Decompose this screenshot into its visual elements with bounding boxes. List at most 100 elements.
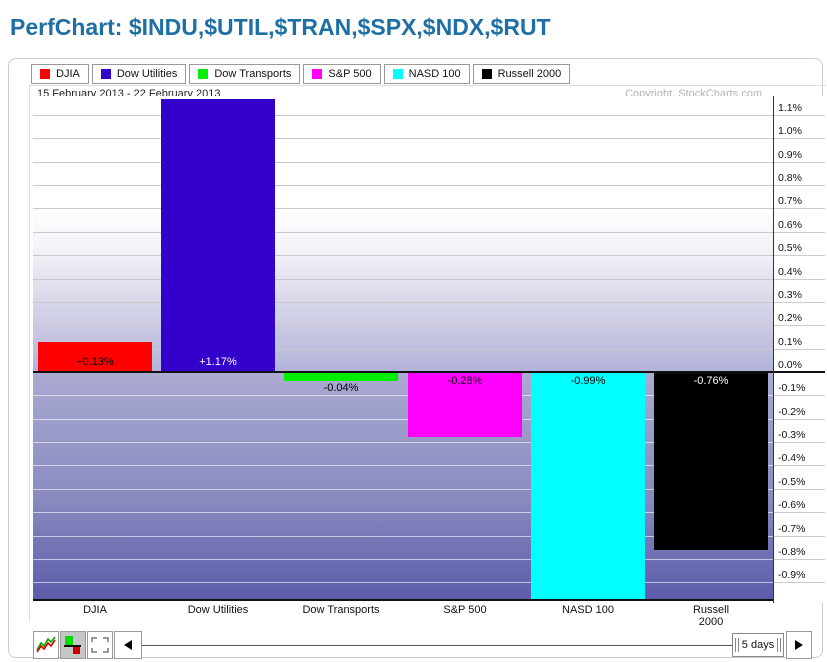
value-label-djia: +0.13%: [76, 356, 114, 368]
legend-label: S&P 500: [328, 68, 372, 80]
y-tick-label: -0.5%: [778, 476, 806, 488]
y-tick-line: [774, 255, 825, 256]
y-tick-line: [774, 232, 825, 233]
gridline: [33, 302, 773, 303]
gridline: [33, 512, 773, 513]
y-tick-label: -0.7%: [778, 523, 806, 535]
x-tick-label-djia: DJIA: [83, 604, 107, 616]
x-tick-label-s-p-500: S&P 500: [443, 604, 487, 616]
value-label-dow-utilities: +1.17%: [199, 356, 237, 368]
y-tick-line: [774, 138, 825, 139]
grip-icon: [776, 638, 781, 652]
legend-swatch: [392, 69, 403, 79]
gridline: [33, 208, 773, 209]
legend-swatch: [312, 69, 323, 79]
y-tick-label: 0.1%: [778, 336, 802, 348]
x-axis: DJIA Dow Utilities Dow Transports S&P 500 NA…: [33, 604, 773, 628]
bottom-toolbar: 5 days: [33, 631, 812, 659]
positive-region-background: [33, 96, 773, 372]
gridline: [33, 162, 773, 163]
gridline: [33, 138, 773, 139]
line-chart-icon: [36, 634, 56, 657]
legend-item-dow-transports[interactable]: Dow Transports: [189, 64, 301, 84]
y-tick-line: [774, 115, 825, 116]
gridline: [33, 419, 773, 420]
bar-dow-utilities: [161, 99, 275, 372]
y-tick-line: [774, 302, 825, 303]
legend-label: Dow Utilities: [116, 68, 178, 80]
y-tick-label: 0.3%: [778, 289, 802, 301]
x-tick-label-dow-utilities: Dow Utilities: [187, 604, 249, 616]
legend-label: Dow Transports: [214, 68, 292, 80]
bar-russell-2000: [654, 372, 768, 550]
gridline: [33, 232, 773, 233]
y-axis: 1.1% 1.0% 0.9% 0.8% 0.7% 0.6% 0.5% 0.4% 0.3% 0.2%…: [773, 96, 825, 603]
value-label-russell-2000: -0.76%: [693, 375, 729, 387]
page-title: PerfChart: $INDU,$UTIL,$TRAN,$SPX,$NDX,$…: [10, 14, 551, 40]
legend-swatch: [198, 69, 209, 79]
negative-region-background: [33, 372, 773, 599]
legend-item-dow-utilities[interactable]: Dow Utilities: [91, 64, 187, 84]
x-tick-label-nasd-100: NASD 100: [562, 604, 614, 616]
chart-frame-left: [29, 85, 30, 622]
y-tick-label: -0.1%: [778, 382, 806, 394]
gridline: [33, 559, 773, 560]
x-tick-label-russell-2000: Russell 2000: [692, 604, 730, 628]
y-tick-line: [774, 162, 825, 163]
bar-djia: [38, 342, 152, 372]
y-tick-label: -0.8%: [778, 546, 806, 558]
period-slider-handle[interactable]: 5 days: [732, 633, 784, 657]
scroll-right-button[interactable]: [786, 631, 812, 659]
y-tick-label: 1.1%: [778, 102, 802, 114]
bar-dow-transports: [284, 372, 398, 381]
gridline: [33, 325, 773, 326]
arrow-right-icon: [795, 640, 803, 650]
y-tick-line: [774, 349, 825, 350]
scroll-left-button[interactable]: [114, 631, 142, 659]
y-tick-line: [774, 489, 825, 490]
y-tick-line: [774, 512, 825, 513]
gridline: [33, 582, 773, 583]
y-tick-label: -0.6%: [778, 499, 806, 511]
legend-item-russell-2000[interactable]: Russell 2000: [472, 64, 571, 84]
legend-swatch: [481, 69, 492, 79]
y-tick-label: 0.8%: [778, 172, 802, 184]
grip-icon: [735, 638, 739, 652]
slider-track[interactable]: [142, 644, 732, 646]
legend-label: Russell 2000: [497, 68, 562, 80]
legend-item-nasd-100[interactable]: NASD 100: [383, 64, 470, 84]
gridline: [33, 279, 773, 280]
gridline: [33, 255, 773, 256]
histogram-view-button[interactable]: [60, 631, 86, 659]
y-tick-label: 0.9%: [778, 149, 802, 161]
arrow-left-icon: [124, 640, 132, 650]
fullscreen-button[interactable]: [87, 631, 113, 659]
histogram-icon: [63, 635, 83, 655]
y-tick-line: [774, 419, 825, 420]
y-tick-label: 0.0%: [778, 359, 802, 371]
bar-nasd-100: [531, 372, 645, 599]
legend-swatch: [40, 69, 50, 79]
y-tick-label: 0.7%: [778, 195, 802, 207]
gridline: [33, 349, 773, 350]
y-tick-line: [774, 185, 825, 186]
y-tick-line: [774, 208, 825, 209]
y-tick-line: [774, 395, 825, 396]
gridline: [33, 115, 773, 116]
y-tick-label: -0.3%: [778, 429, 806, 441]
line-view-button[interactable]: [33, 631, 59, 659]
legend-item-djia[interactable]: DJIA: [31, 64, 89, 84]
y-tick-label: 0.2%: [778, 312, 802, 324]
zero-line: [33, 371, 773, 373]
value-label-nasd-100: -0.99%: [570, 375, 606, 387]
y-tick-label: -0.4%: [778, 452, 806, 464]
value-label-dow-transports: -0.04%: [323, 382, 359, 394]
gridline: [33, 442, 773, 443]
legend: DJIA Dow Utilities Dow Transports S&P 500 NA…: [31, 64, 571, 84]
legend-item-s-p-500[interactable]: S&P 500: [303, 64, 381, 84]
chart-frame-top: [29, 85, 826, 86]
y-tick-line: [774, 325, 825, 326]
y-tick-line: [774, 536, 825, 537]
y-tick-line: [774, 371, 825, 373]
